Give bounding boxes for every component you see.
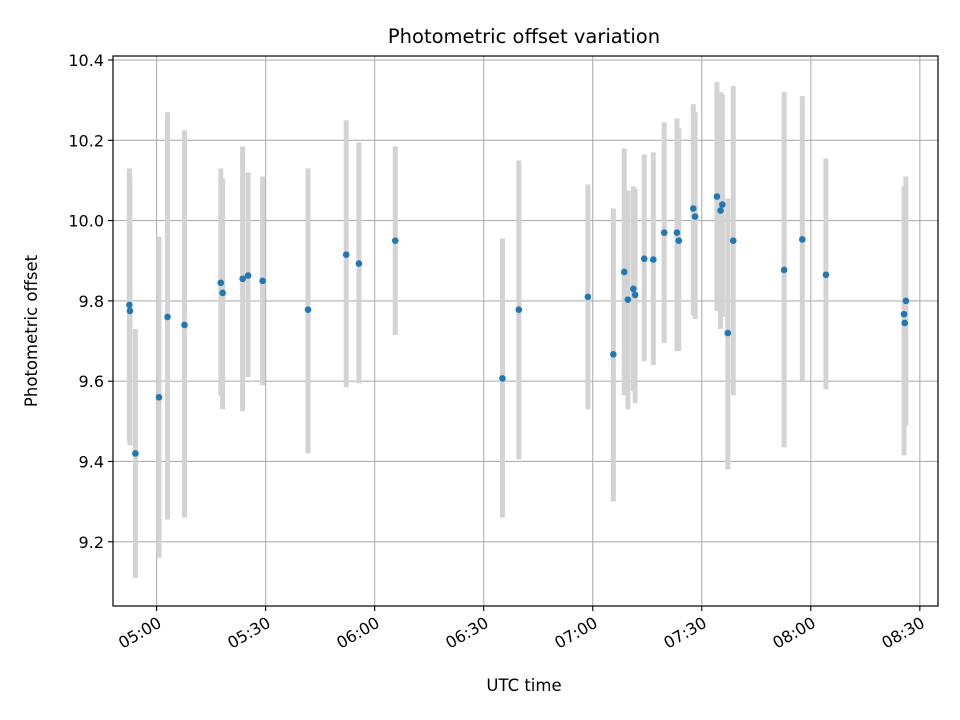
data-point bbox=[355, 260, 363, 267]
data-point bbox=[624, 296, 632, 303]
data-point bbox=[126, 301, 133, 309]
y-tick-label: 10.2 bbox=[68, 131, 104, 150]
data-point bbox=[713, 193, 721, 200]
data-point bbox=[822, 271, 830, 279]
data-point bbox=[342, 251, 350, 259]
data-point bbox=[259, 277, 266, 285]
data-point bbox=[640, 255, 648, 263]
data-point bbox=[691, 213, 699, 220]
data-point bbox=[217, 279, 225, 287]
y-tick-label: 9.6 bbox=[79, 372, 104, 391]
y-tick-label: 9.2 bbox=[79, 533, 104, 552]
data-point bbox=[724, 329, 732, 337]
chart-title: Photometric offset variation bbox=[388, 25, 660, 48]
y-tick-label: 10.4 bbox=[68, 51, 104, 70]
data-point bbox=[132, 450, 139, 457]
data-point bbox=[391, 237, 399, 244]
data-point bbox=[620, 268, 628, 276]
data-point bbox=[673, 229, 681, 236]
data-point bbox=[630, 285, 637, 293]
data-point bbox=[729, 237, 737, 244]
data-point bbox=[717, 207, 724, 214]
y-tick-label: 9.4 bbox=[79, 452, 104, 471]
data-point bbox=[610, 350, 617, 358]
data-point bbox=[219, 289, 226, 297]
data-point bbox=[799, 236, 806, 243]
data-point-group bbox=[126, 193, 910, 457]
data-point bbox=[675, 237, 683, 244]
data-point bbox=[244, 272, 252, 279]
data-point bbox=[631, 291, 639, 299]
data-point bbox=[181, 321, 188, 329]
data-point bbox=[239, 275, 246, 283]
data-point bbox=[780, 266, 788, 274]
y-tick-label: 9.8 bbox=[79, 292, 104, 311]
data-point bbox=[650, 256, 657, 263]
data-point bbox=[584, 293, 592, 301]
data-point bbox=[901, 319, 908, 327]
data-point bbox=[126, 307, 134, 315]
data-point bbox=[660, 229, 668, 236]
data-point bbox=[689, 205, 697, 212]
x-axis-label: UTC time bbox=[486, 676, 561, 695]
data-point bbox=[515, 306, 523, 314]
data-point bbox=[499, 375, 506, 382]
data-point bbox=[902, 297, 910, 305]
data-point bbox=[900, 310, 908, 318]
y-tick-label: 10.0 bbox=[68, 212, 104, 231]
y-axis-ticks: 9.2 9.4 9.6 9.8 10.0 10.2 10.4 bbox=[68, 51, 113, 552]
y-axis-label: Photometric offset bbox=[22, 254, 41, 407]
data-point bbox=[719, 201, 726, 208]
plot-frame bbox=[112, 55, 939, 607]
data-point bbox=[304, 306, 312, 314]
data-point bbox=[164, 313, 171, 321]
data-point bbox=[155, 393, 163, 401]
